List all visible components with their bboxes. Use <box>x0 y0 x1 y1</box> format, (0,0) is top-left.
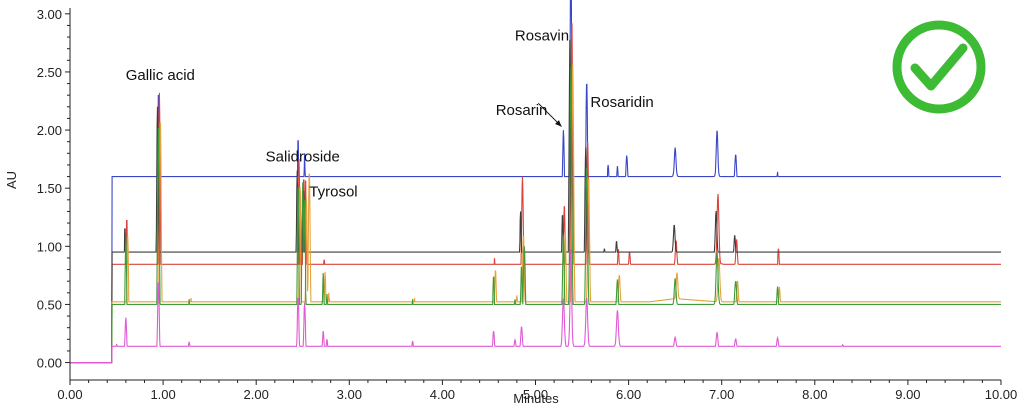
peak-label: Rosavin <box>515 28 569 45</box>
x-tick-label: 0.00 <box>57 387 82 402</box>
series-line-2 <box>70 23 1001 364</box>
x-axis-title: Minutes <box>513 391 559 406</box>
series-line-3 <box>70 39 1001 364</box>
x-tick-label: 4.00 <box>430 387 455 402</box>
x-tick-label: 3.00 <box>337 387 362 402</box>
y-tick-label: 3.00 <box>37 7 62 22</box>
series-line-5 <box>70 66 1001 364</box>
x-tick-label: 7.00 <box>709 387 734 402</box>
x-tick-label: 5.00 <box>523 387 548 402</box>
y-tick-label: 0.00 <box>37 356 62 371</box>
x-tick-label: 6.00 <box>616 387 641 402</box>
x-tick-label: 8.00 <box>802 387 827 402</box>
y-tick-label: 1.00 <box>37 239 62 254</box>
y-tick-label: 0.50 <box>37 297 62 312</box>
x-tick-label: 2.00 <box>244 387 269 402</box>
series-line-4 <box>70 63 1001 364</box>
series-line-6 <box>70 249 1001 364</box>
peak-annotations: Gallic acid Salidroside Tyrosol Rosavin Rosa… <box>126 28 654 201</box>
peak-label: Rosarin <box>496 102 548 119</box>
arrowhead-icon <box>555 120 562 127</box>
x-tick-label: 1.00 <box>150 387 175 402</box>
axes: 0.00 1.00 2.00 3.00 4.00 5.00 6.00 7.00 8.00 9.00… <box>37 7 1018 402</box>
peak-label: Gallic acid <box>126 67 195 84</box>
plot-lines <box>70 0 1001 364</box>
y-axis-title: AU <box>4 171 19 189</box>
peak-label: Tyrosol <box>309 183 357 200</box>
series-line-1 <box>70 0 1001 364</box>
y-tick-label: 2.50 <box>37 65 62 80</box>
peak-label: Salidroside <box>266 148 340 165</box>
y-tick-label: 2.00 <box>37 123 62 138</box>
x-tick-label: 10.00 <box>985 387 1018 402</box>
check-circle-icon <box>892 20 986 114</box>
peak-label: Rosaridin <box>590 94 653 111</box>
x-tick-label: 9.00 <box>895 387 920 402</box>
y-tick-label: 1.50 <box>37 181 62 196</box>
